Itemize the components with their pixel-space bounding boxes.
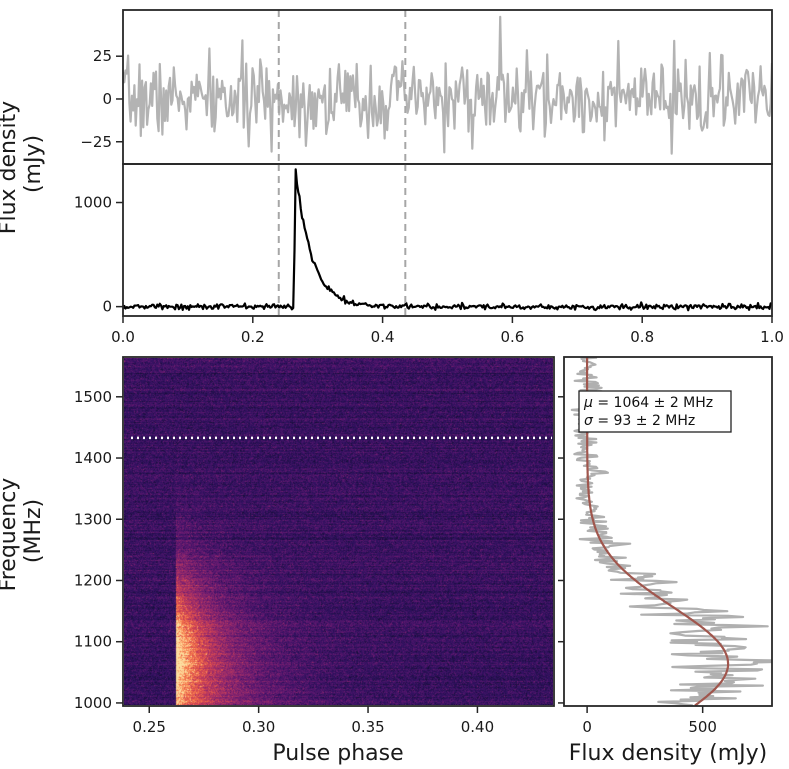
dyn-ytick-label: 1300: [74, 510, 112, 528]
noise-profile-panel: −25 0 25: [80, 9, 773, 165]
pulse-profile-panel: 0 1000 0.0 0.2 0.4 0.6 0.8 1.0: [74, 163, 784, 346]
noise-series-line: [123, 15, 772, 155]
legend-mu: μ = 1064 ± 2 MHz: [583, 395, 713, 411]
pulse-vlines: [277, 164, 407, 316]
fit-legend: μ = 1064 ± 2 MHz σ = 93 ± 2 MHz: [578, 390, 732, 433]
legend-mu-symbol: μ: [583, 395, 593, 411]
pulse-xtick-label: 0.0: [111, 328, 135, 346]
pulse-panel-frame: [122, 163, 773, 317]
pulse-ytick-label: 1000: [74, 194, 112, 212]
top-ylabel-line2: (mJy): [21, 135, 46, 193]
spec-y-ticks: [558, 396, 564, 704]
spec-panel-frame: [563, 356, 773, 707]
pulse-y-ticks: 0 1000: [74, 194, 123, 316]
noise-vlines: [277, 10, 407, 164]
spec-xtick-label: 500: [688, 718, 717, 736]
dyn-ytick-label: 1100: [74, 633, 112, 651]
pulse-xtick-label: 0.2: [241, 328, 265, 346]
noise-ytick-label: 0: [102, 90, 112, 108]
pulse-ytick-label: 0: [102, 298, 112, 316]
dyn-xtick-label: 0.40: [461, 718, 494, 736]
dyn-y-ticks: 1000 1100 1200 1300 1400 1500: [74, 388, 123, 712]
top-ylabel: Flux density (mJy): [0, 94, 46, 234]
top-ylabel-line1: Flux density: [0, 101, 21, 234]
pulse-series-line: [123, 168, 772, 312]
pulse-x-ticks: 0.0 0.2 0.4 0.6 0.8 1.0: [111, 316, 784, 346]
dyn-xtick-label: 0.30: [242, 718, 275, 736]
dyn-ylabel-line2: (MHz): [21, 499, 46, 563]
spectrum-panel: 0 500 μ = 1064 ± 2 MHz σ = 93 ± 2 MHz Flu…: [558, 356, 773, 766]
legend-sigma: σ = 93 ± 2 MHz: [584, 413, 695, 429]
dyn-ytick-label: 1200: [74, 571, 112, 589]
pulse-xtick-label: 0.6: [500, 328, 524, 346]
pulse-xtick-label: 0.4: [371, 328, 395, 346]
dyn-ylabel: Frequency (MHz): [0, 471, 46, 592]
spec-xtick-label: 0: [582, 718, 592, 736]
noise-plot-area: [123, 15, 772, 155]
pulse-xtick-label: 0.8: [630, 328, 654, 346]
noise-ytick-label: −25: [80, 133, 112, 151]
dyn-panel-frame: [122, 356, 555, 707]
legend-mu-text: = 1064 ± 2 MHz: [593, 395, 713, 411]
dyn-xtick-label: 0.25: [133, 718, 166, 736]
pulse-plot-area: [123, 168, 772, 312]
legend-sigma-text: = 93 ± 2 MHz: [593, 413, 695, 429]
dynamic-spectrum-image: [124, 358, 553, 705]
dyn-ytick-label: 1400: [74, 449, 112, 467]
dyn-ytick-label: 1000: [74, 694, 112, 712]
legend-sigma-symbol: σ: [584, 413, 594, 429]
fit-legend-box: [578, 390, 732, 433]
dyn-xtick-label: 0.35: [351, 718, 384, 736]
dynamic-spectrum-panel: 1000 1100 1200 1300 1400 1500 0.25 0.30 0.35 0.4…: [0, 356, 555, 766]
spec-xlabel: Flux density (mJy): [569, 741, 767, 766]
dyn-ylabel-line1: Frequency: [0, 478, 21, 592]
spec-x-ticks: 0 500: [582, 706, 717, 736]
dynamic-spectrum-canvas: [124, 358, 553, 705]
noise-ytick-label: 25: [93, 47, 112, 65]
dyn-ytick-label: 1500: [74, 388, 112, 406]
pulse-xtick-label: 1.0: [760, 328, 784, 346]
noise-y-ticks: −25 0 25: [80, 47, 123, 151]
dyn-xlabel: Pulse phase: [272, 741, 403, 766]
dyn-x-ticks: 0.25 0.30 0.35 0.40: [133, 706, 494, 736]
